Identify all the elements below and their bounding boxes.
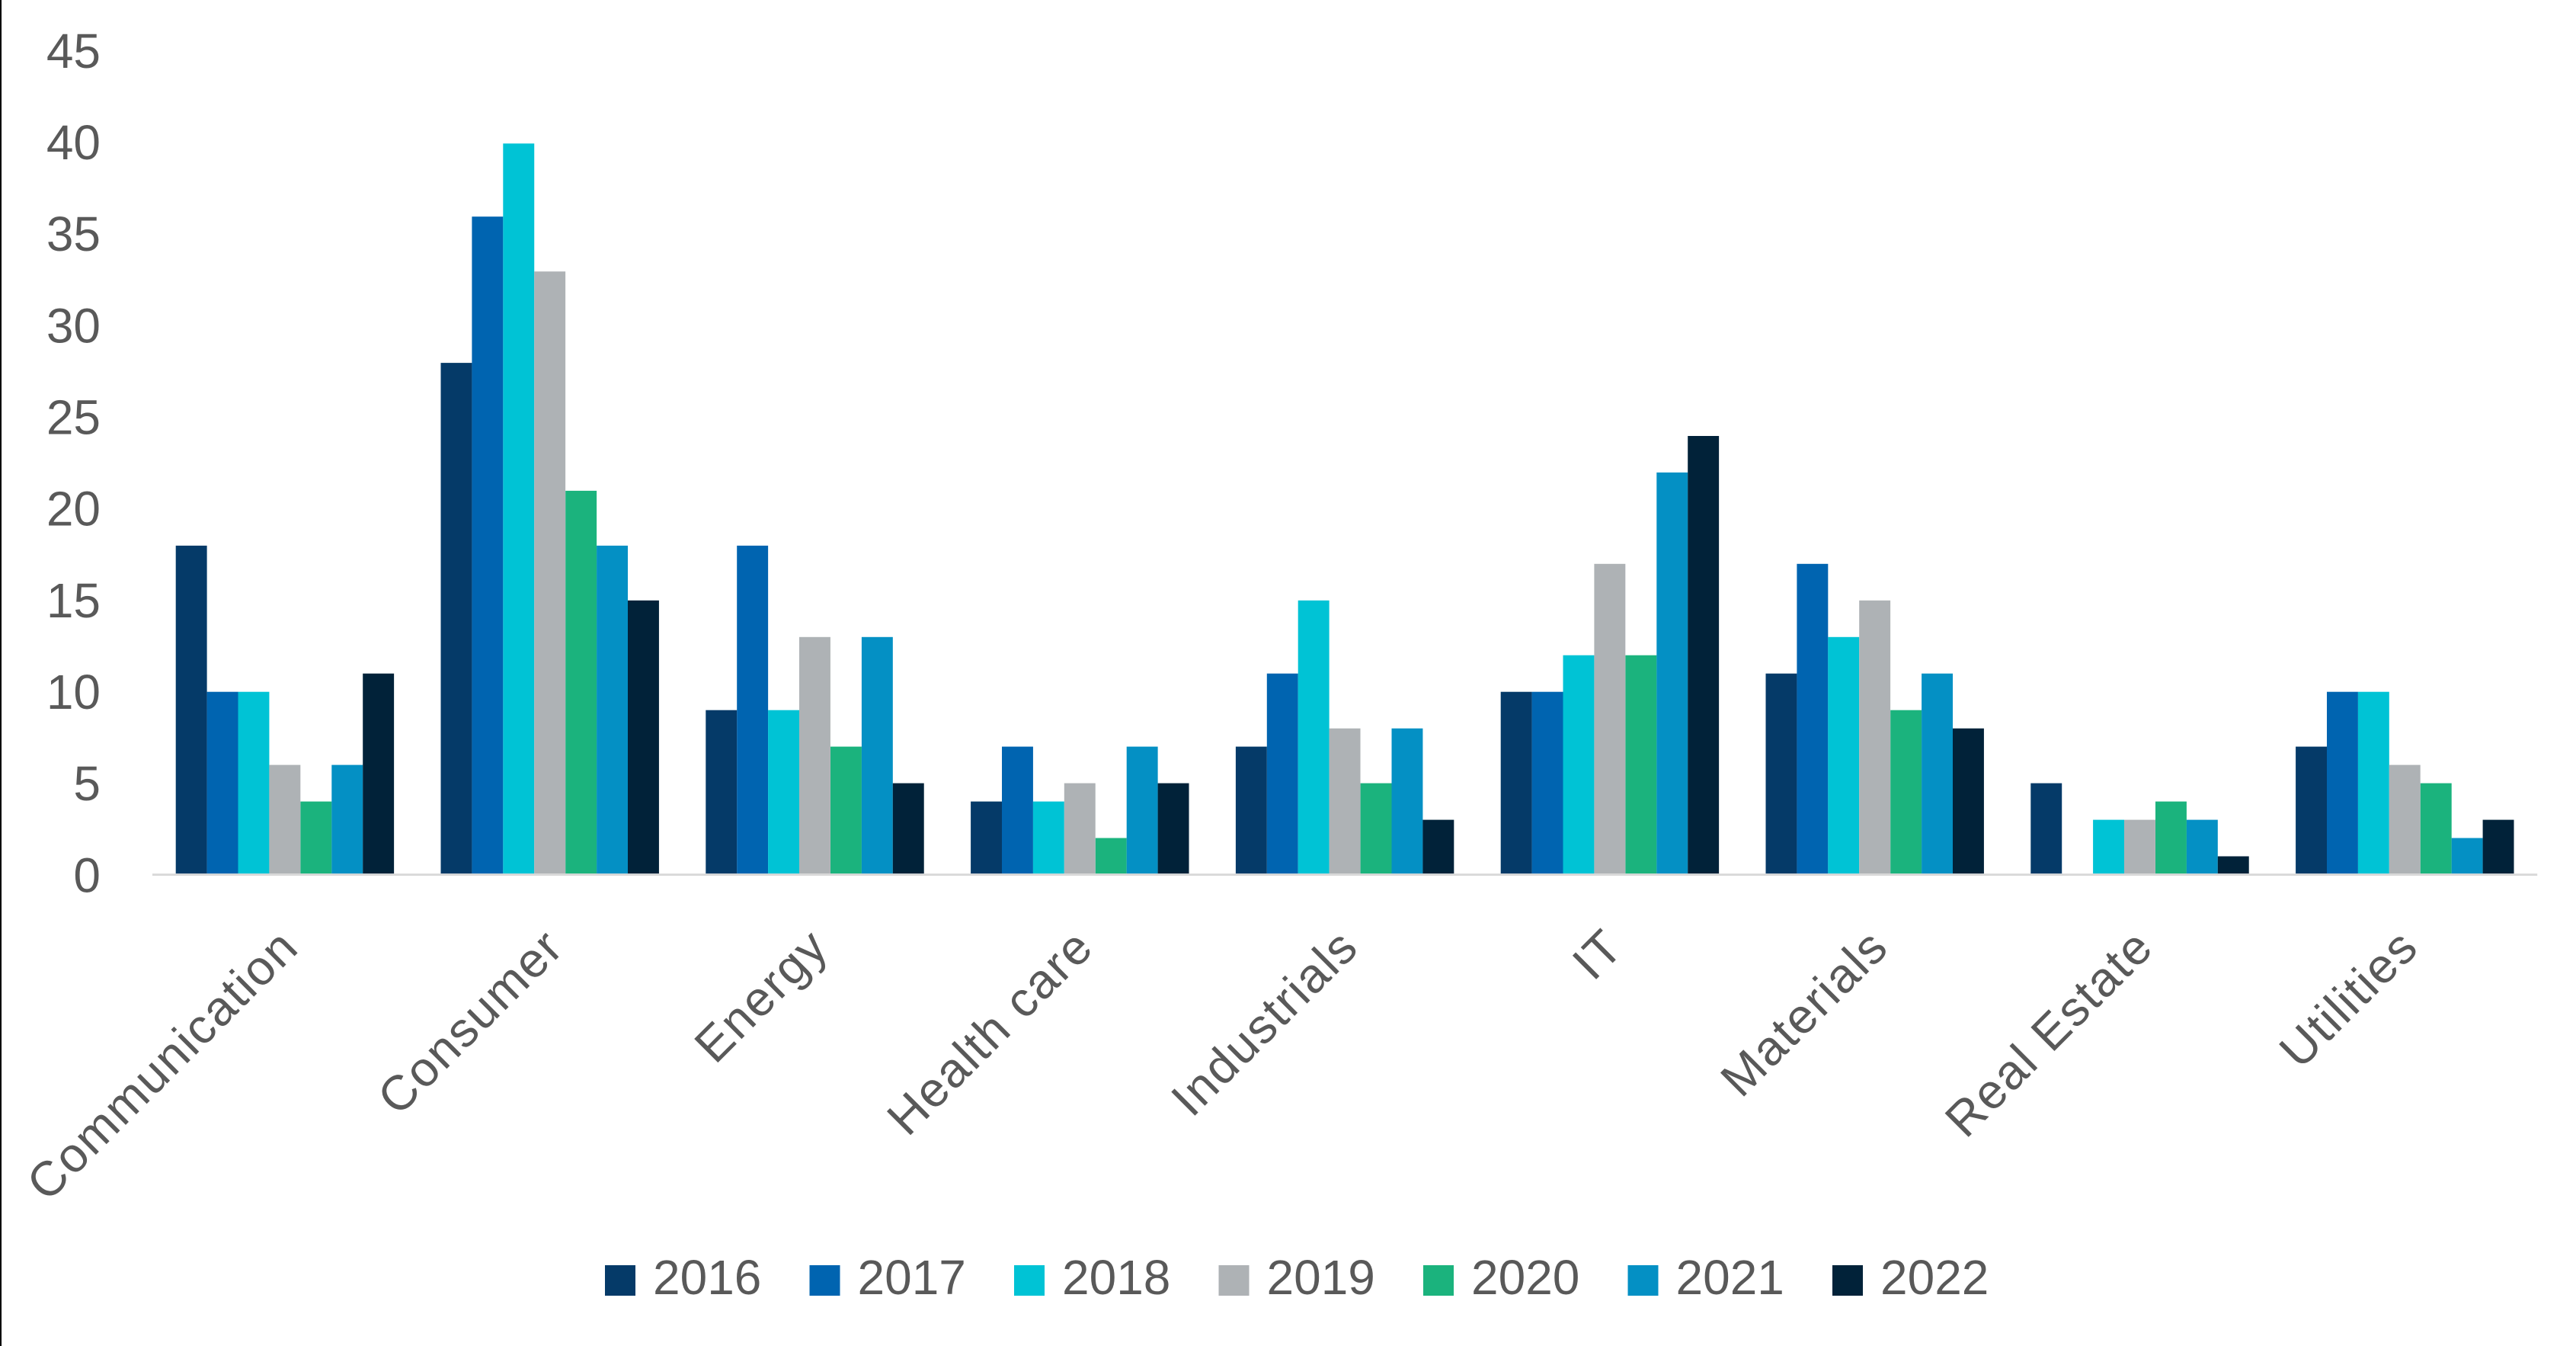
- svg-text:20: 20: [46, 482, 101, 537]
- svg-text:15: 15: [46, 573, 101, 628]
- svg-text:0: 0: [73, 848, 101, 902]
- svg-text:40: 40: [46, 115, 101, 170]
- svg-text:2019: 2019: [1267, 1250, 1375, 1305]
- svg-text:45: 45: [46, 24, 101, 79]
- svg-text:2020: 2020: [1471, 1250, 1579, 1305]
- svg-text:2016: 2016: [653, 1250, 761, 1305]
- svg-text:2018: 2018: [1062, 1250, 1170, 1305]
- svg-text:2021: 2021: [1676, 1250, 1784, 1305]
- svg-text:25: 25: [46, 390, 101, 445]
- svg-text:5: 5: [73, 756, 101, 811]
- svg-text:2022: 2022: [1880, 1250, 1989, 1305]
- svg-text:10: 10: [46, 665, 101, 719]
- svg-text:35: 35: [46, 207, 101, 261]
- svg-text:30: 30: [46, 298, 101, 353]
- svg-text:2017: 2017: [858, 1250, 966, 1305]
